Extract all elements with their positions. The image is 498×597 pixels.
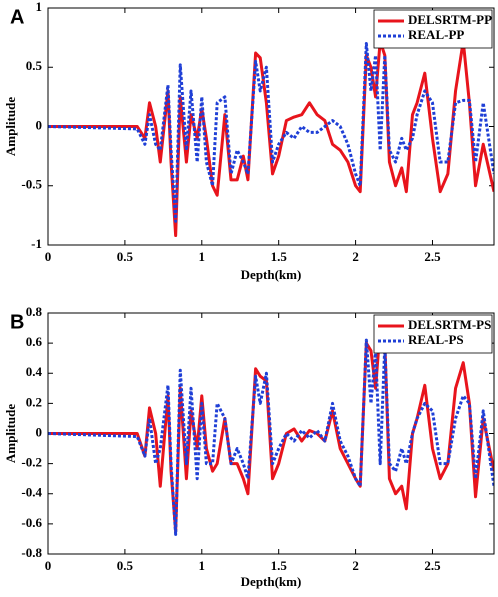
- x-tick-label: 1: [199, 558, 206, 573]
- x-tick-label: 0.5: [117, 249, 134, 264]
- legend-box: [373, 314, 493, 354]
- y-tick-label: 0.8: [26, 304, 43, 319]
- x-tick-label: 0.5: [117, 558, 134, 573]
- x-tick-label: 1.5: [271, 249, 288, 264]
- legend-label: REAL-PP: [408, 27, 464, 42]
- series-line: [48, 42, 494, 223]
- series-line: [48, 338, 494, 536]
- x-tick-label: 2: [352, 558, 359, 573]
- legend-label: DELSRTM-PP: [408, 12, 492, 27]
- y-axis-label: Amplitude: [3, 97, 18, 156]
- plot-lines: [48, 326, 494, 536]
- y-axis-label: Amplitude: [3, 404, 18, 463]
- x-tick-label: 2: [352, 249, 359, 264]
- x-axis-label: Depth(km): [241, 267, 302, 282]
- x-tick-label: 1: [199, 249, 206, 264]
- legend-box: [373, 9, 493, 49]
- x-axis-label: Depth(km): [241, 574, 302, 589]
- y-tick-label: 1: [36, 0, 43, 14]
- y-tick-label: 0.2: [26, 394, 42, 409]
- y-tick-label: -0.8: [21, 545, 42, 560]
- y-tick-label: 0.5: [26, 58, 43, 73]
- legend-label: DELSRTM-PS: [408, 317, 491, 332]
- y-tick-label: -1: [31, 236, 42, 251]
- x-tick-label: 0: [45, 558, 52, 573]
- y-tick-label: 0.4: [26, 364, 43, 379]
- plot-lines: [48, 39, 494, 238]
- x-tick-label: 2.5: [424, 558, 441, 573]
- y-tick-label: 0: [36, 424, 43, 439]
- series-line: [48, 39, 494, 238]
- axes-frame: [47, 7, 495, 246]
- y-tick-label: -0.2: [21, 455, 42, 470]
- x-tick-label: 2.5: [424, 249, 441, 264]
- x-tick-label: 0: [45, 249, 52, 264]
- y-tick-label: -0.4: [21, 485, 42, 500]
- panel-label: A: [10, 6, 24, 28]
- axes-frame: [47, 312, 495, 555]
- x-tick-label: 1.5: [271, 558, 288, 573]
- y-tick-label: 0.6: [26, 334, 43, 349]
- y-tick-label: -0.6: [21, 515, 42, 530]
- y-tick-label: -0.5: [21, 177, 42, 192]
- legend-label: REAL-PS: [408, 332, 464, 347]
- panel-label: B: [10, 311, 24, 333]
- y-tick-label: 0: [36, 117, 43, 132]
